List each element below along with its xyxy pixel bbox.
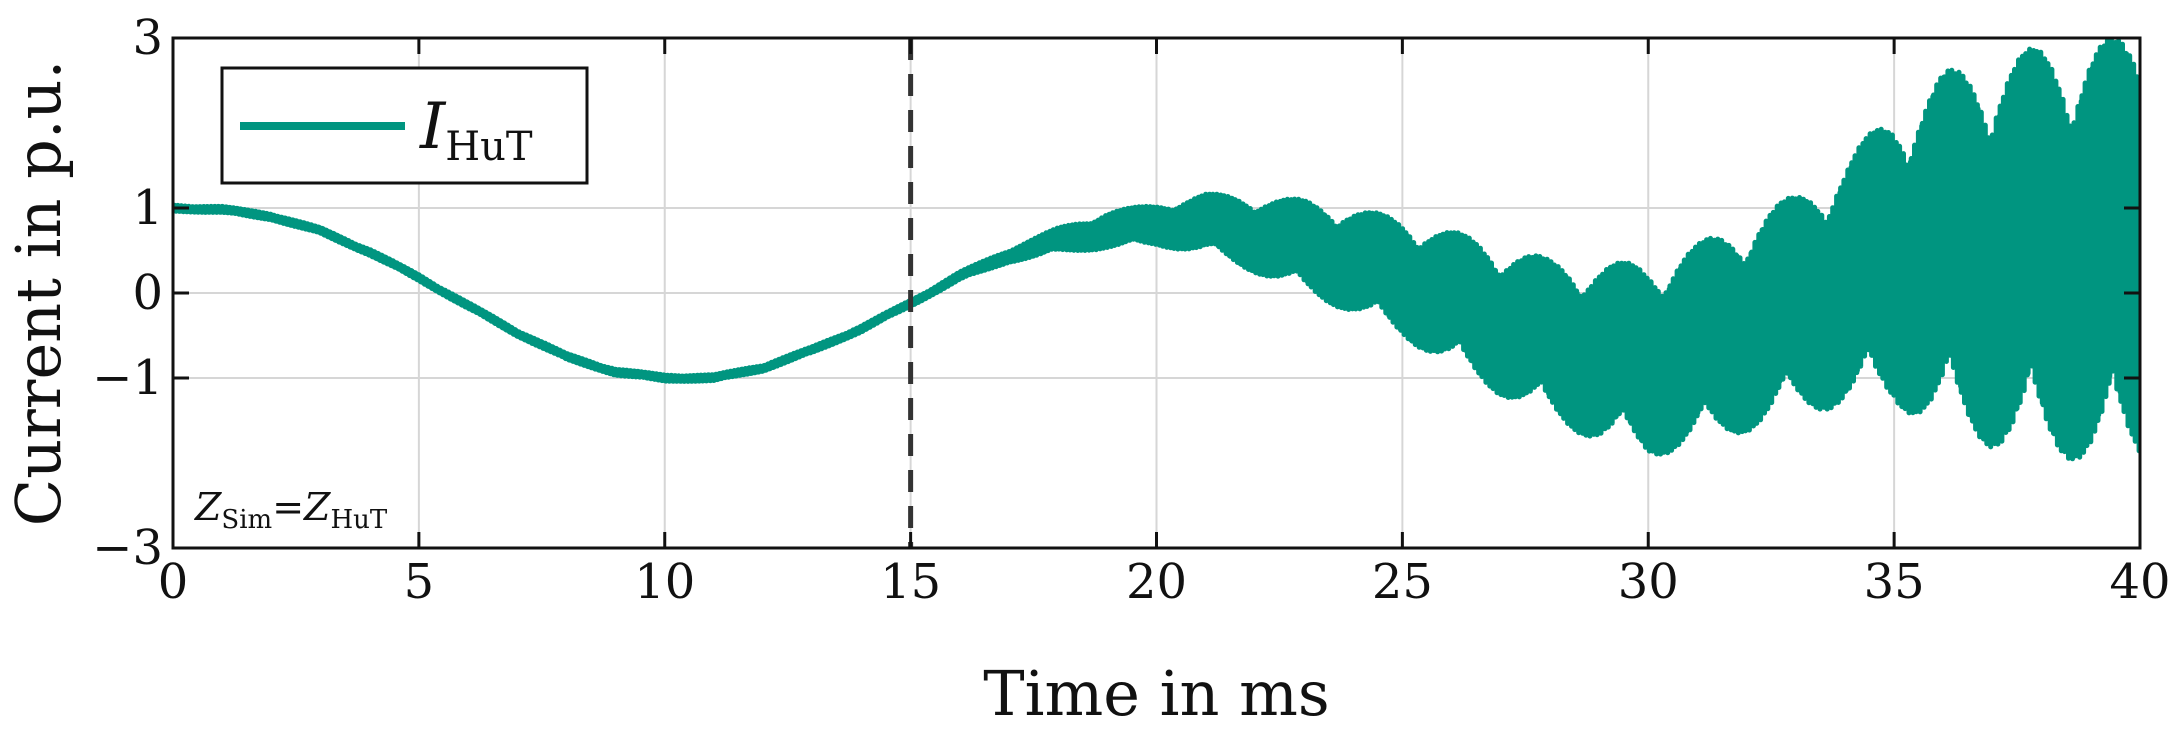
x-tick-label: 40 xyxy=(2109,554,2170,610)
x-tick-labels: 0 5 10 15 20 25 30 35 40 xyxy=(158,554,2171,610)
x-tick-label: 30 xyxy=(1618,554,1679,610)
x-tick-label: 20 xyxy=(1126,554,1187,610)
plot-area xyxy=(173,38,2140,462)
condition-annotation: ZSim=ZHuT xyxy=(194,485,388,535)
tick-marks xyxy=(171,36,2142,550)
legend: IHuT xyxy=(220,66,589,185)
series-line xyxy=(173,38,2140,462)
x-tick-label: 15 xyxy=(880,554,941,610)
y-tick-label: −3 xyxy=(92,520,163,576)
y-tick-label: 0 xyxy=(132,265,163,321)
y-axis-label: Current in p.u. xyxy=(2,60,75,526)
x-tick-label: 25 xyxy=(1372,554,1433,610)
y-tick-label: 3 xyxy=(132,10,163,66)
x-tick-label: 5 xyxy=(404,554,435,610)
y-tick-labels: −3 −1 0 1 3 xyxy=(92,10,163,576)
x-tick-label: 10 xyxy=(634,554,695,610)
y-tick-label: 1 xyxy=(132,180,163,236)
legend-label: IHuT xyxy=(419,90,533,170)
legend-series-subscript: HuT xyxy=(445,124,533,170)
legend-series-name: I xyxy=(419,90,447,164)
x-tick-label: 35 xyxy=(1864,554,1925,610)
x-tick-label: 0 xyxy=(158,554,189,610)
y-tick-label: −1 xyxy=(92,350,163,406)
x-axis-label: Time in ms xyxy=(983,657,1329,730)
